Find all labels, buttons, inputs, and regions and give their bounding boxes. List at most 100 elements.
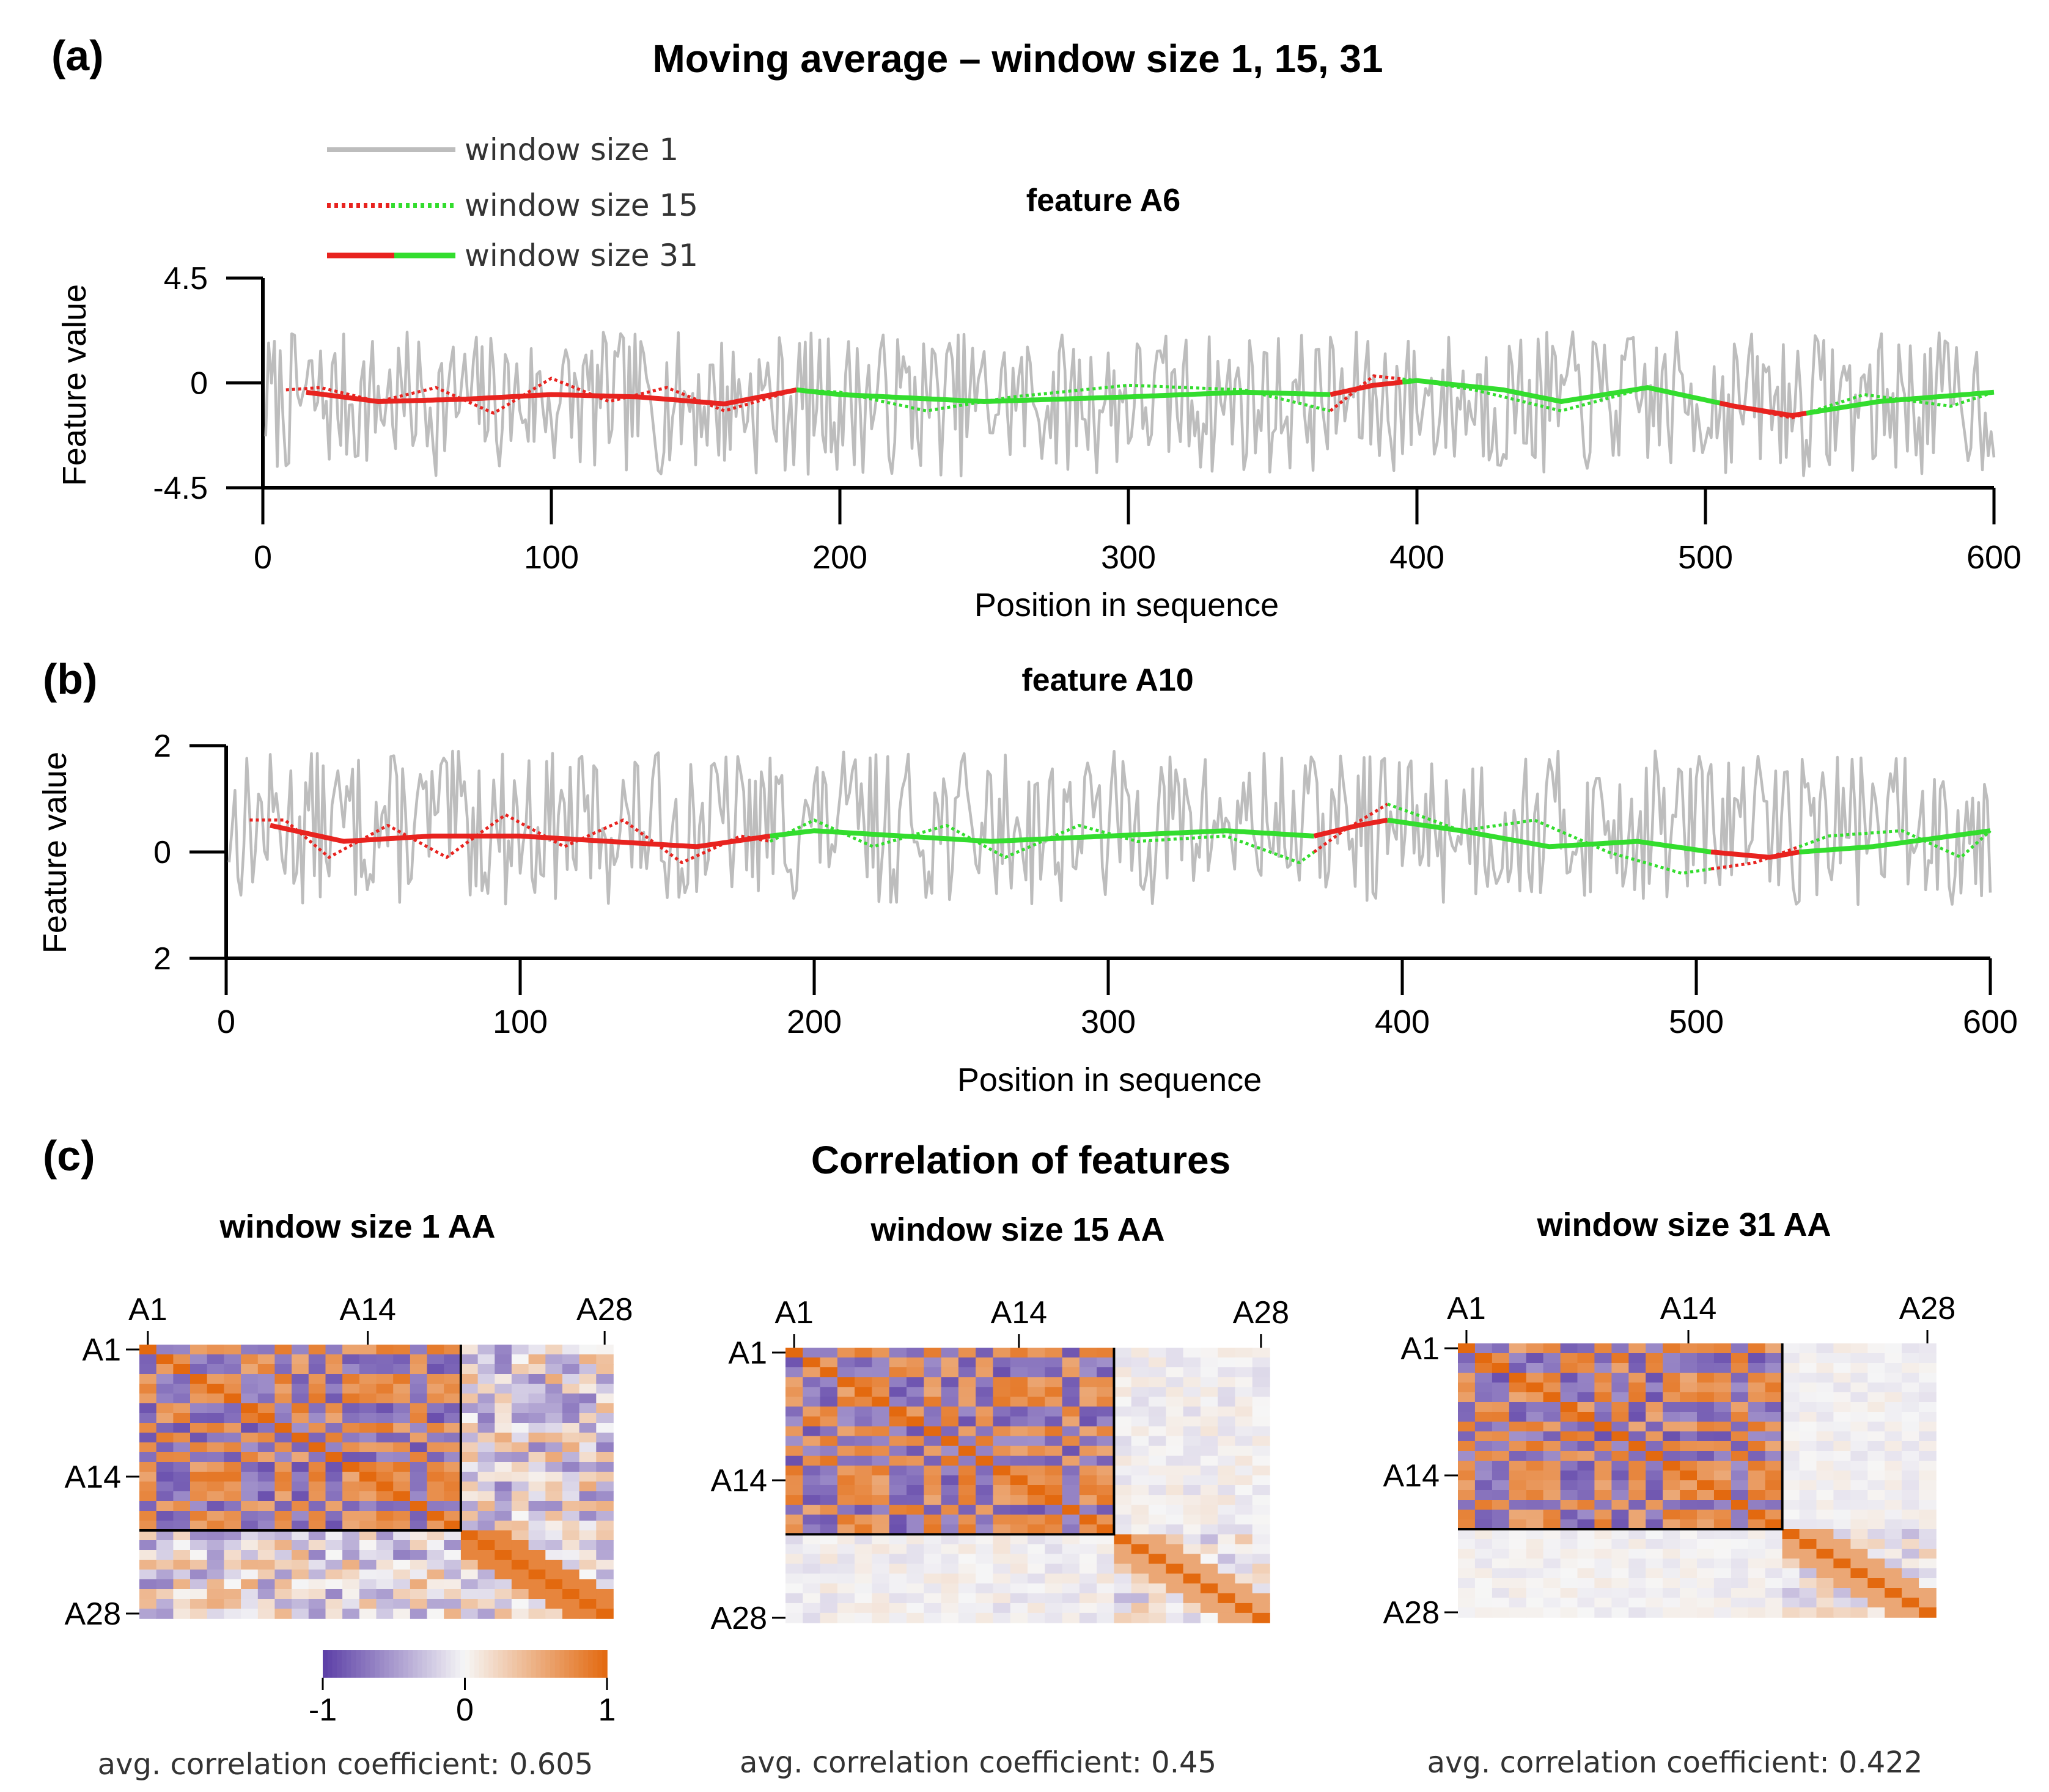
heat-cell [1131,1348,1149,1358]
heat-cell [1646,1461,1663,1471]
heat-cell [941,1583,959,1594]
heat-cell [1697,1461,1715,1471]
heat-cell [855,1563,873,1574]
x-tick-label: A1 [774,1295,814,1331]
heat-cell [1867,1461,1885,1471]
heat-cell [1594,1519,1613,1530]
heat-cell [1833,1431,1852,1442]
heat-cell [1509,1529,1527,1540]
colorbar-step [323,1650,328,1678]
heat-cell [1560,1480,1578,1491]
heat-cell [872,1455,890,1466]
heat-cell [976,1445,994,1456]
heat-cell [325,1462,343,1472]
heat-cell [993,1377,1011,1388]
heat-cell [460,1589,479,1599]
heat-cell [257,1472,276,1482]
colorbar-step [441,1650,447,1678]
heat-cell [889,1475,907,1486]
heat-cell [1526,1607,1544,1618]
y-tick-label: A28 [64,1596,121,1632]
heat-cell [444,1462,462,1472]
heat-cell [1782,1480,1800,1491]
heat-cell [1782,1471,1800,1481]
heat-cell [274,1540,292,1551]
heat-cell [1646,1422,1663,1432]
heat-cell [528,1364,546,1375]
heat-cell [1183,1387,1201,1398]
heat-cell [1526,1353,1544,1364]
heat-cell [156,1394,174,1404]
heat-cell [477,1364,496,1375]
heat-cell [803,1465,821,1476]
heat-cell [579,1540,597,1551]
heat-cell [1560,1588,1578,1598]
heat-cell [173,1384,191,1394]
heat-cell [376,1462,394,1472]
heat-cell [190,1384,208,1394]
heat-cell [1492,1392,1510,1403]
heat-cell [1611,1539,1630,1549]
x-tick-label: 0 [254,539,272,576]
heat-cell [1867,1607,1885,1618]
heat-cell [1577,1461,1595,1471]
heat-cell [872,1485,890,1496]
heat-cell [1492,1559,1510,1569]
heat-cell [1028,1593,1046,1604]
heat-cell [907,1367,925,1378]
heat-cell [139,1501,157,1511]
heat-cell [872,1367,890,1378]
heat-cell [410,1462,428,1472]
heat-cell [1458,1461,1476,1471]
heat-cell [785,1465,804,1476]
heat-cell [1526,1529,1544,1540]
heat-cell [190,1560,208,1570]
heat-cell [1097,1357,1115,1368]
heat-cell [444,1550,462,1560]
heat-cell [1010,1465,1028,1476]
heat-cell [907,1436,925,1447]
heat-cell [224,1423,241,1433]
heat-cell [173,1433,191,1443]
heat-cell [1543,1343,1561,1354]
heat-cell [803,1515,821,1526]
heat-cell [1713,1510,1732,1520]
heat-cell [1010,1397,1028,1408]
colorbar-step [469,1650,475,1678]
heat-cell [1867,1549,1885,1559]
heat-cell [342,1570,360,1580]
heat-cell [1867,1559,1885,1569]
colorbar-step [588,1650,594,1678]
heat-cell [1458,1539,1476,1549]
heat-cell [579,1550,597,1560]
heat-cell [1850,1607,1869,1618]
heat-cell [1799,1480,1817,1491]
heat-cell [1183,1563,1201,1574]
heat-cell [1731,1607,1749,1618]
heat-cell [410,1540,428,1551]
heat-cell [1816,1383,1834,1393]
heat-cell [1867,1490,1885,1500]
heat-cell [1782,1568,1800,1579]
heat-cell [785,1426,804,1437]
heat-cell [1509,1598,1527,1608]
heat-cell [224,1364,241,1375]
heat-cell [1611,1529,1630,1540]
heat-cell [241,1403,259,1414]
heat-cell [156,1374,174,1384]
heat-cell [1611,1392,1630,1403]
heat-cell [1131,1485,1149,1496]
heat-cell [359,1423,377,1433]
heat-cell [1149,1534,1167,1545]
heat-cell [1166,1465,1184,1476]
heat-cell [359,1364,377,1375]
heat-cell [1628,1598,1646,1608]
heat-cell [1680,1461,1698,1471]
heat-cell [1114,1357,1132,1368]
heat-cell [1611,1490,1630,1500]
heat-cell [207,1374,225,1384]
heat-cell [1235,1377,1253,1388]
heat-cell [444,1364,462,1375]
heat-cell [1097,1505,1115,1515]
